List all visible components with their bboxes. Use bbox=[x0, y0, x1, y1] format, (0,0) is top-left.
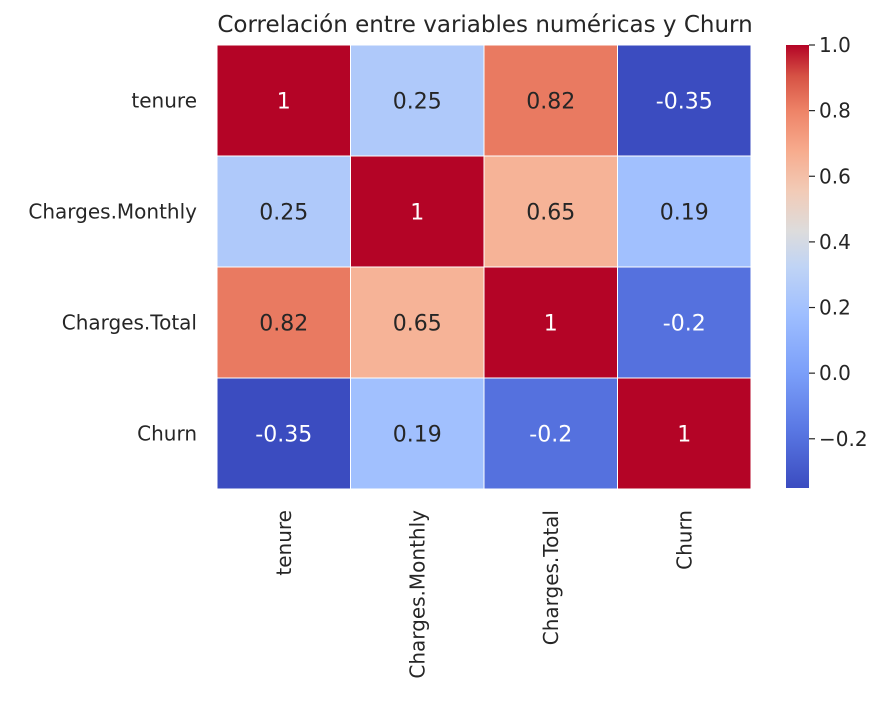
heatmap-cell bbox=[350, 44, 485, 157]
cell-value-label: -0.2 bbox=[663, 312, 706, 337]
heatmap-cell bbox=[617, 155, 752, 268]
colorbar-tick-label: −0.2 bbox=[819, 427, 868, 451]
cell-value-label: 0.19 bbox=[660, 201, 709, 226]
colorbar-tick-label: 0.4 bbox=[819, 230, 851, 254]
heatmap-cell bbox=[617, 44, 752, 157]
column-tick-label: Charges.Monthly bbox=[405, 510, 429, 679]
cell-value-label: 0.19 bbox=[393, 423, 442, 448]
colorbar-tick-label: 1.0 bbox=[819, 33, 851, 57]
cell-value-label: 0.65 bbox=[526, 201, 575, 226]
cell-value-label: 0.65 bbox=[393, 312, 442, 337]
cell-value-label: 1 bbox=[277, 90, 291, 115]
column-tick-label: Churn bbox=[672, 510, 696, 570]
cell-value-label: 0.82 bbox=[526, 90, 575, 115]
colorbar bbox=[786, 45, 809, 488]
heatmap-cells: 1 0.25 0.82 -0.35 0.25 1 0.65 0.19 0.82 0.65 1 -0.2… bbox=[216, 44, 752, 490]
heatmap-cell bbox=[617, 377, 752, 490]
colorbar-tick-label: 0.8 bbox=[819, 99, 851, 123]
heatmap-cell bbox=[350, 377, 485, 490]
heatmap-cell bbox=[483, 44, 618, 157]
heatmap-cell bbox=[216, 377, 351, 490]
heatmap-cell bbox=[216, 155, 351, 268]
heatmap-cell bbox=[350, 266, 485, 379]
heatmap-cell bbox=[350, 155, 485, 268]
colorbar-ticks: −0.2 0.0 0.2 0.4 0.6 0.8 1.0 bbox=[809, 33, 868, 451]
cell-value-label: 1 bbox=[410, 201, 424, 226]
colorbar-tick-label: 0.0 bbox=[819, 361, 851, 385]
row-tick-label: Charges.Monthly bbox=[28, 200, 197, 224]
cell-value-label: -0.35 bbox=[255, 423, 312, 448]
cell-value-label: -0.35 bbox=[656, 90, 713, 115]
colorbar-tick-label: 0.6 bbox=[819, 164, 851, 188]
cell-value-label: 0.82 bbox=[259, 312, 308, 337]
row-tick-labels: tenure Charges.Monthly Charges.Total Churn bbox=[28, 89, 197, 446]
heatmap-cell bbox=[483, 377, 618, 490]
row-tick-label: Churn bbox=[137, 422, 197, 446]
row-tick-label: tenure bbox=[131, 89, 197, 113]
chart-title: Correlación entre variables numéricas y … bbox=[217, 12, 752, 38]
cell-value-label: 0.25 bbox=[259, 201, 308, 226]
colorbar-tick-label: 0.2 bbox=[819, 296, 851, 320]
heatmap-cell bbox=[617, 266, 752, 379]
row-tick-label: Charges.Total bbox=[62, 311, 197, 335]
heatmap-cell bbox=[216, 44, 351, 157]
cell-value-label: 1 bbox=[677, 423, 691, 448]
cell-value-label: 1 bbox=[544, 312, 558, 337]
cell-value-label: -0.2 bbox=[529, 423, 572, 448]
column-tick-label: tenure bbox=[272, 510, 296, 576]
cell-value-label: 0.25 bbox=[393, 90, 442, 115]
column-tick-label: Charges.Total bbox=[539, 510, 563, 645]
column-tick-labels: tenure Charges.Monthly Charges.Total Churn bbox=[272, 510, 697, 679]
